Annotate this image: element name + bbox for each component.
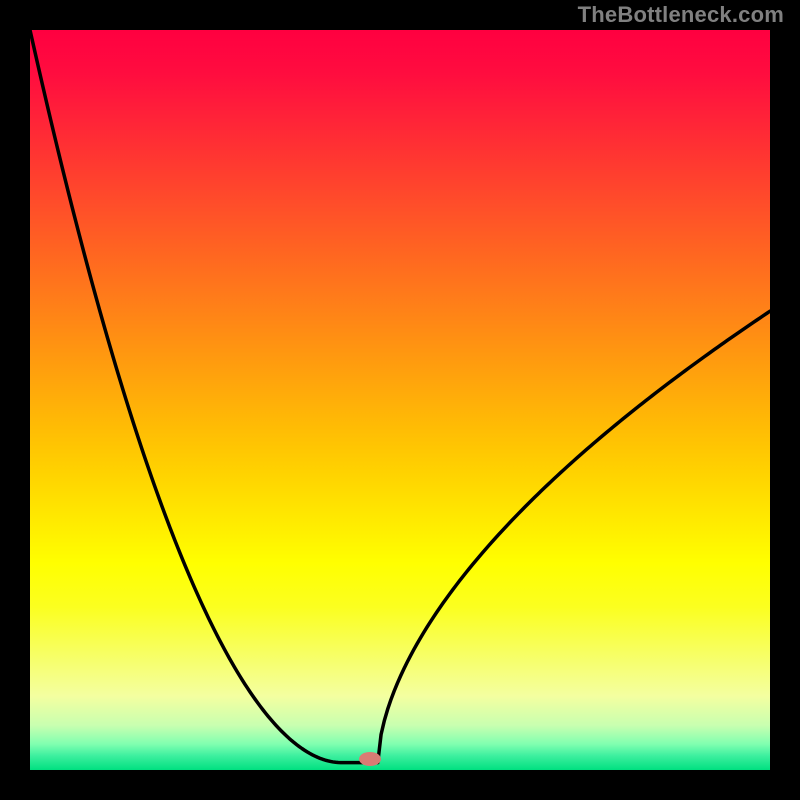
minimum-marker	[359, 752, 381, 766]
watermark-label: TheBottleneck.com	[578, 2, 784, 28]
chart-curve-layer	[30, 30, 770, 770]
chart-plot-area	[30, 30, 770, 770]
